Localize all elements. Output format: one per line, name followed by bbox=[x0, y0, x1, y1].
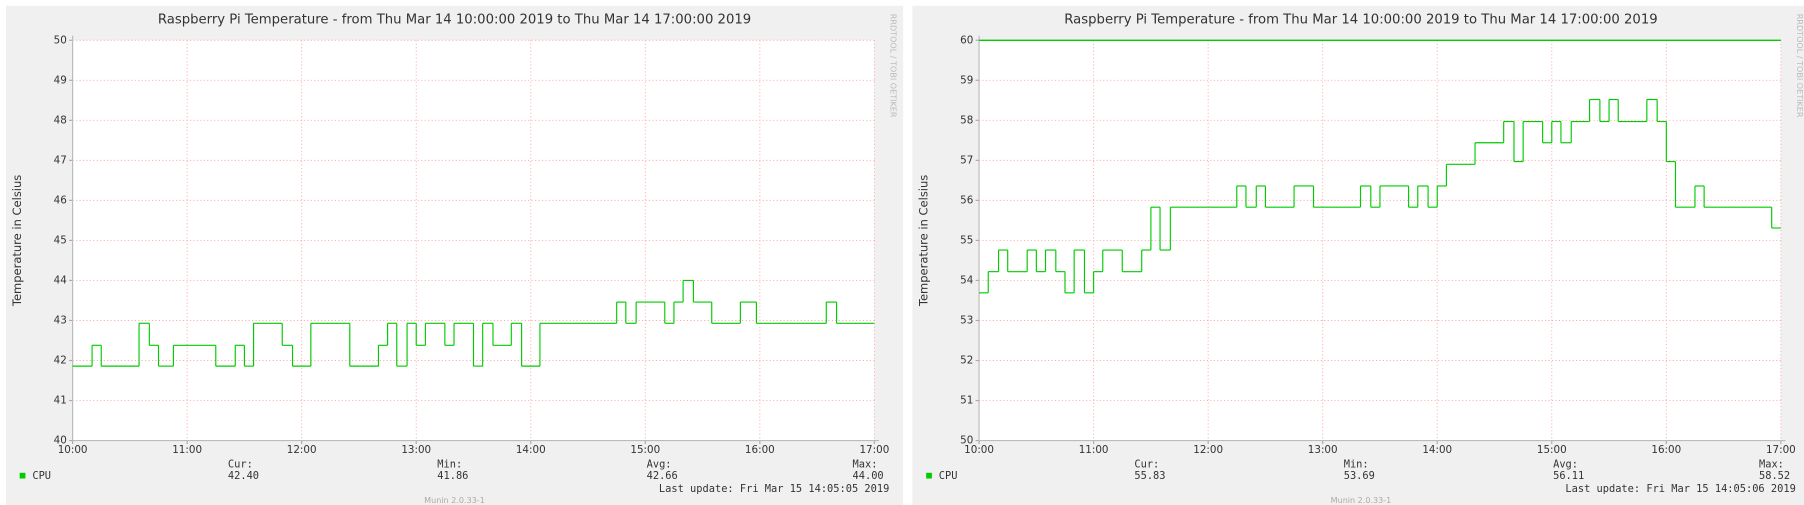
x-tick-label: 12:00 bbox=[1193, 444, 1223, 456]
y-tick-label: 60 bbox=[960, 34, 973, 46]
y-tick-label: 58 bbox=[960, 114, 973, 126]
stat-value: 58.52 bbox=[1759, 470, 1790, 482]
panel: Raspberry Pi Temperature - from Thu Mar … bbox=[5, 5, 904, 505]
x-tick-label: 13:00 bbox=[401, 444, 431, 456]
x-tick-label: 16:00 bbox=[1651, 444, 1681, 456]
watermark: RRDTOOL / TOBI OETIKER bbox=[1795, 14, 1804, 118]
x-tick-label: 13:00 bbox=[1308, 444, 1338, 456]
y-tick-label: 53 bbox=[960, 314, 973, 326]
watermark: RRDTOOL / TOBI OETIKER bbox=[888, 14, 897, 118]
y-axis-label: Temperature in Celsius bbox=[916, 175, 930, 307]
x-tick-label: 17:00 bbox=[859, 444, 889, 456]
panel: Raspberry Pi Temperature - from Thu Mar … bbox=[912, 5, 1804, 505]
chart-title: Raspberry Pi Temperature - from Thu Mar … bbox=[1064, 13, 1657, 28]
legend-label: CPU bbox=[939, 470, 958, 482]
y-tick-label: 57 bbox=[960, 154, 973, 166]
x-tick-label: 12:00 bbox=[287, 444, 317, 456]
x-tick-label: 11:00 bbox=[1079, 444, 1109, 456]
stat-label: Cur: bbox=[228, 459, 253, 471]
x-tick-label: 15:00 bbox=[630, 444, 660, 456]
y-tick-label: 52 bbox=[960, 355, 973, 367]
stat-label: Max: bbox=[853, 459, 878, 471]
x-tick-label: 10:00 bbox=[964, 444, 994, 456]
stat-value: 41.86 bbox=[437, 470, 468, 482]
x-tick-label: 11:00 bbox=[172, 444, 202, 456]
y-tick-label: 43 bbox=[54, 314, 67, 326]
stat-value: 55.83 bbox=[1134, 470, 1165, 482]
x-tick-label: 17:00 bbox=[1766, 444, 1796, 456]
y-tick-label: 50 bbox=[54, 34, 67, 46]
y-tick-label: 42 bbox=[54, 355, 67, 367]
y-tick-label: 40 bbox=[54, 435, 67, 447]
y-tick-label: 51 bbox=[960, 395, 973, 407]
y-tick-label: 48 bbox=[54, 114, 67, 126]
legend-label: CPU bbox=[32, 470, 51, 482]
y-tick-label: 59 bbox=[960, 74, 973, 86]
y-axis-label: Temperature in Celsius bbox=[10, 175, 24, 307]
stat-label: Max: bbox=[1759, 459, 1784, 471]
y-tick-label: 44 bbox=[54, 274, 67, 286]
y-tick-label: 56 bbox=[960, 194, 973, 206]
stat-value: 53.69 bbox=[1344, 470, 1375, 482]
stat-value: 42.66 bbox=[647, 470, 678, 482]
y-tick-label: 47 bbox=[54, 154, 67, 166]
x-tick-label: 10:00 bbox=[58, 444, 88, 456]
stat-value: 42.40 bbox=[228, 470, 259, 482]
last-update: Last update: Fri Mar 15 14:05:06 2019 bbox=[1565, 483, 1795, 495]
legend-swatch bbox=[19, 472, 26, 479]
stat-value: 44.00 bbox=[853, 470, 884, 482]
y-tick-label: 46 bbox=[54, 194, 67, 206]
y-tick-label: 41 bbox=[54, 395, 67, 407]
last-update: Last update: Fri Mar 15 14:05:05 2019 bbox=[659, 483, 889, 495]
stat-label: Min: bbox=[1344, 459, 1369, 471]
chart-title: Raspberry Pi Temperature - from Thu Mar … bbox=[158, 13, 751, 28]
footer: Munin 2.0.33-1 bbox=[424, 496, 485, 505]
x-tick-label: 15:00 bbox=[1537, 444, 1567, 456]
x-tick-label: 16:00 bbox=[745, 444, 775, 456]
y-tick-label: 55 bbox=[960, 234, 973, 246]
stat-value: 56.11 bbox=[1553, 470, 1584, 482]
x-tick-label: 14:00 bbox=[1422, 444, 1452, 456]
stat-label: Avg: bbox=[647, 459, 672, 471]
x-tick-label: 14:00 bbox=[516, 444, 546, 456]
y-tick-label: 49 bbox=[54, 74, 67, 86]
legend-swatch bbox=[926, 472, 932, 479]
y-tick-label: 54 bbox=[960, 274, 973, 286]
footer: Munin 2.0.33-1 bbox=[1331, 496, 1392, 505]
y-tick-label: 50 bbox=[960, 435, 973, 447]
stat-label: Cur: bbox=[1134, 459, 1159, 471]
stat-label: Min: bbox=[437, 459, 462, 471]
stat-label: Avg: bbox=[1553, 459, 1578, 471]
y-tick-label: 45 bbox=[54, 234, 67, 246]
